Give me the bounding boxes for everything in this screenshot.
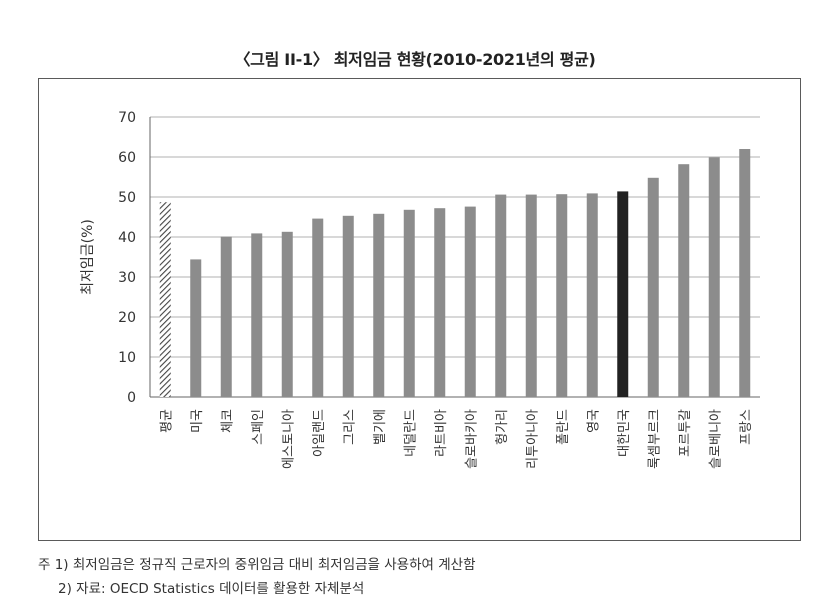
footnote-1: 주 1) 최저임금은 정규직 근로자의 중위임금 대비 최저임금을 사용하여 계… bbox=[38, 557, 476, 573]
x-category-label: 벨기에 bbox=[373, 409, 388, 445]
x-category-label: 폴란드 bbox=[556, 409, 571, 445]
x-category-label: 슬로바키아 bbox=[464, 409, 479, 469]
y-tick-label: 70 bbox=[118, 110, 136, 126]
bar bbox=[403, 209, 415, 397]
x-category-label: 리투아니아 bbox=[525, 409, 540, 469]
x-category-label: 포르투갈 bbox=[678, 409, 693, 457]
bar bbox=[495, 194, 507, 397]
x-category-label: 에스토니아 bbox=[281, 409, 296, 469]
x-category-label: 아일랜드 bbox=[312, 409, 327, 457]
footnotes: 주 1) 최저임금은 정규직 근로자의 중위임금 대비 최저임금을 사용하여 계… bbox=[38, 553, 476, 601]
x-category-label: 그리스 bbox=[342, 409, 357, 445]
footnote-2: 2) 자료: OECD Statistics 데이터를 활용한 자체분석 bbox=[58, 581, 365, 597]
chart-title: 〈그림 II-1〉 최저임금 현황(2010-2021년의 평균) bbox=[234, 50, 596, 69]
x-category-label: 네덜란드 bbox=[403, 409, 418, 457]
x-category-label: 미국 bbox=[190, 409, 205, 433]
bar bbox=[617, 191, 629, 397]
x-category-label: 스페인 bbox=[251, 409, 266, 445]
y-tick-label: 20 bbox=[118, 310, 136, 326]
y-tick-label: 30 bbox=[118, 270, 136, 286]
y-tick-label: 60 bbox=[118, 150, 136, 166]
bar bbox=[251, 233, 263, 397]
bar bbox=[434, 208, 446, 397]
x-category-label: 라트비아 bbox=[434, 409, 449, 457]
bar bbox=[708, 157, 720, 397]
bar bbox=[342, 215, 354, 397]
x-category-label: 헝가리 bbox=[495, 409, 510, 445]
bar bbox=[525, 194, 537, 397]
y-tick-label: 50 bbox=[118, 190, 136, 206]
bar bbox=[464, 206, 476, 397]
bar bbox=[373, 213, 385, 397]
bar bbox=[678, 164, 690, 397]
x-category-label: 룩셈부르크 bbox=[647, 409, 662, 469]
bar bbox=[586, 193, 598, 397]
bar bbox=[556, 194, 568, 397]
x-category-label: 프랑스 bbox=[739, 409, 754, 445]
bar bbox=[647, 177, 659, 397]
bar bbox=[312, 218, 324, 397]
y-tick-label: 10 bbox=[118, 350, 136, 366]
x-category-label: 대한민국 bbox=[617, 409, 632, 457]
chart-frame bbox=[38, 78, 801, 541]
x-category-label: 평균 bbox=[159, 409, 174, 433]
bar bbox=[220, 236, 232, 397]
y-tick-label: 0 bbox=[127, 390, 136, 406]
y-tick-label: 40 bbox=[118, 230, 136, 246]
bar bbox=[190, 259, 202, 397]
bar bbox=[159, 202, 171, 397]
bar bbox=[281, 231, 293, 397]
x-category-label: 체코 bbox=[220, 409, 235, 433]
x-category-label: 영국 bbox=[586, 409, 601, 433]
x-category-label: 슬로베니아 bbox=[708, 409, 723, 469]
y-axis-label: 최저임금(%) bbox=[80, 219, 96, 295]
bar bbox=[739, 149, 751, 397]
